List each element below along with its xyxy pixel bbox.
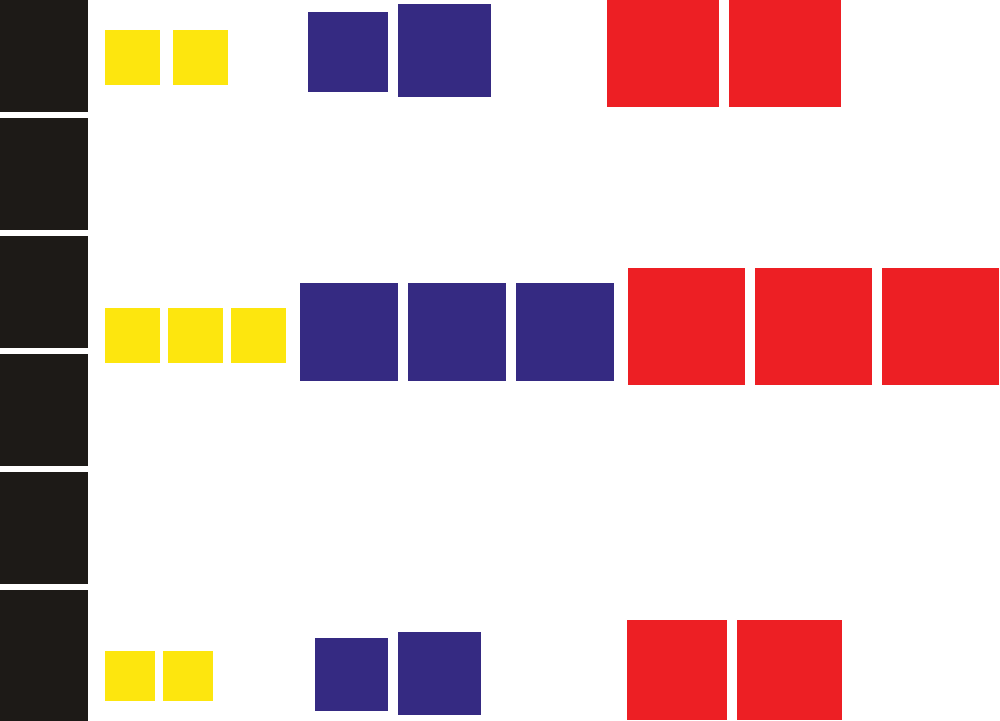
- purple-square: [398, 4, 491, 97]
- purple-square: [308, 12, 388, 92]
- yellow-square: [105, 308, 160, 363]
- red-square: [737, 620, 842, 720]
- yellow-square: [168, 308, 223, 363]
- yellow-square: [173, 30, 228, 85]
- black-square: [0, 472, 88, 584]
- purple-square: [398, 632, 481, 715]
- red-square: [755, 268, 872, 385]
- black-square: [0, 354, 88, 466]
- black-square: [0, 590, 88, 721]
- red-square: [882, 268, 999, 385]
- red-square: [607, 0, 719, 107]
- yellow-square: [105, 651, 155, 701]
- purple-square: [516, 283, 614, 381]
- red-square: [627, 620, 727, 720]
- black-square: [0, 118, 88, 230]
- yellow-square: [231, 308, 286, 363]
- purple-square: [408, 283, 506, 381]
- red-square: [729, 0, 841, 107]
- black-square: [0, 236, 88, 348]
- red-square: [628, 268, 745, 385]
- yellow-square: [105, 30, 160, 85]
- purple-square: [300, 283, 398, 381]
- black-square: [0, 0, 88, 112]
- purple-square: [315, 638, 388, 711]
- yellow-square: [163, 651, 213, 701]
